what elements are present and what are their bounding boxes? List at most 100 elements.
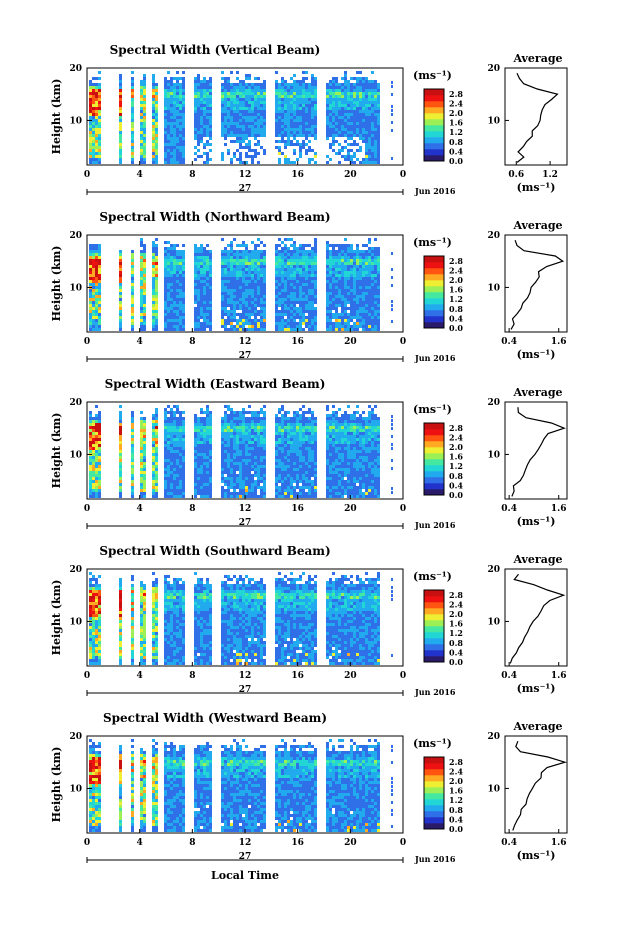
heatmap-cell [293, 283, 296, 286]
heatmap-cell [305, 322, 308, 325]
heatmap-cell [239, 307, 242, 310]
heatmap-cell [296, 143, 299, 146]
heatmap-cell [278, 286, 281, 289]
heatmap-cell [329, 131, 332, 134]
heatmap-cell [278, 95, 281, 98]
heatmap-cell [167, 420, 170, 423]
heatmap-cell [281, 101, 284, 104]
heatmap-cell [152, 265, 155, 268]
heatmap-cell [254, 325, 257, 328]
heatmap-cell [329, 444, 332, 447]
heatmap-cell [176, 459, 179, 462]
heatmap-cell [314, 447, 317, 450]
heatmap-cell [263, 125, 266, 128]
heatmap-cell [155, 322, 158, 325]
heatmap-cell [260, 271, 263, 274]
heatmap-cell [164, 438, 167, 441]
heatmap-cell [254, 322, 257, 325]
heatmap-cell [359, 453, 362, 456]
heatmap-cell [290, 304, 293, 307]
heatmap-cell [209, 438, 212, 441]
heatmap-cell [230, 322, 233, 325]
heatmap-cell [374, 328, 377, 331]
heatmap-cell [89, 140, 92, 143]
heatmap-cell [293, 137, 296, 140]
heatmap-cell [230, 438, 233, 441]
heatmap-cell [206, 286, 209, 289]
heatmap-cell [308, 283, 311, 286]
heatmap-cell [194, 426, 197, 429]
heatmap-cell [344, 116, 347, 119]
heatmap-cell [278, 86, 281, 89]
heatmap-cell [182, 256, 185, 259]
heatmap-cell [131, 149, 134, 152]
heatmap-cell [314, 432, 317, 435]
heatmap-cell [263, 122, 266, 125]
heatmap-cell [275, 259, 278, 262]
heatmap-cell [209, 137, 212, 140]
heatmap-cell [239, 131, 242, 134]
heatmap-cell [338, 295, 341, 298]
heatmap-cell [263, 244, 266, 247]
heatmap-cell [227, 286, 230, 289]
heatmap-cell [143, 301, 146, 304]
heatmap-cell [332, 119, 335, 122]
heatmap-cell [254, 83, 257, 86]
heatmap-cell [92, 268, 95, 271]
heatmap-cell [257, 328, 260, 331]
heatmap-cell [239, 432, 242, 435]
heatmap-cell [155, 250, 158, 253]
heatmap-cell [353, 280, 356, 283]
heatmap-cell [353, 444, 356, 447]
heatmap-cell [329, 262, 332, 265]
heatmap-cell [350, 298, 353, 301]
heatmap-cell [341, 77, 344, 80]
heatmap-cell [287, 83, 290, 86]
heatmap-cell [206, 417, 209, 420]
heatmap-cell [308, 420, 311, 423]
heatmap-cell [257, 134, 260, 137]
heatmap-cell [140, 423, 143, 426]
heatmap-cell [302, 244, 305, 247]
heatmap-cell [356, 292, 359, 295]
heatmap-cell [362, 256, 365, 259]
y-axis-label: Height (km) [50, 246, 63, 322]
heatmap-cell [248, 426, 251, 429]
heatmap-cell [329, 128, 332, 131]
heatmap-cell [359, 274, 362, 277]
heatmap-cell [311, 259, 314, 262]
x-tick-label: 0 [84, 170, 90, 180]
heatmap-cell [260, 319, 263, 322]
heatmap-cell [314, 420, 317, 423]
heatmap-cell [197, 149, 200, 152]
heatmap-cell [356, 101, 359, 104]
heatmap-cell [197, 429, 200, 432]
heatmap-cell [170, 95, 173, 98]
heatmap-cell [391, 268, 393, 271]
heatmap-cell [332, 423, 335, 426]
heatmap-cell [167, 319, 170, 322]
heatmap-cell [329, 319, 332, 322]
heatmap-cell [359, 253, 362, 256]
heatmap-cell [119, 110, 122, 113]
heatmap-cell [227, 429, 230, 432]
heatmap-cell [329, 265, 332, 268]
heatmap-cell [248, 283, 251, 286]
heatmap-cell [284, 325, 287, 328]
heatmap-cell [284, 414, 287, 417]
heatmap-cell [362, 301, 365, 304]
heatmap-cell [167, 447, 170, 450]
heatmap-cell [248, 322, 251, 325]
heatmap-cell [173, 289, 176, 292]
heatmap-cell [236, 250, 239, 253]
heatmap-cell [335, 456, 338, 459]
heatmap-cell [119, 113, 122, 116]
heatmap-cell [353, 325, 356, 328]
heatmap-cell [332, 441, 335, 444]
heatmap-cell [365, 137, 368, 140]
average-unit: (ms⁻¹) [517, 348, 556, 361]
heatmap-cell [296, 262, 299, 265]
heatmap-cell [95, 429, 98, 432]
heatmap-cell [143, 262, 146, 265]
heatmap-cell [173, 125, 176, 128]
